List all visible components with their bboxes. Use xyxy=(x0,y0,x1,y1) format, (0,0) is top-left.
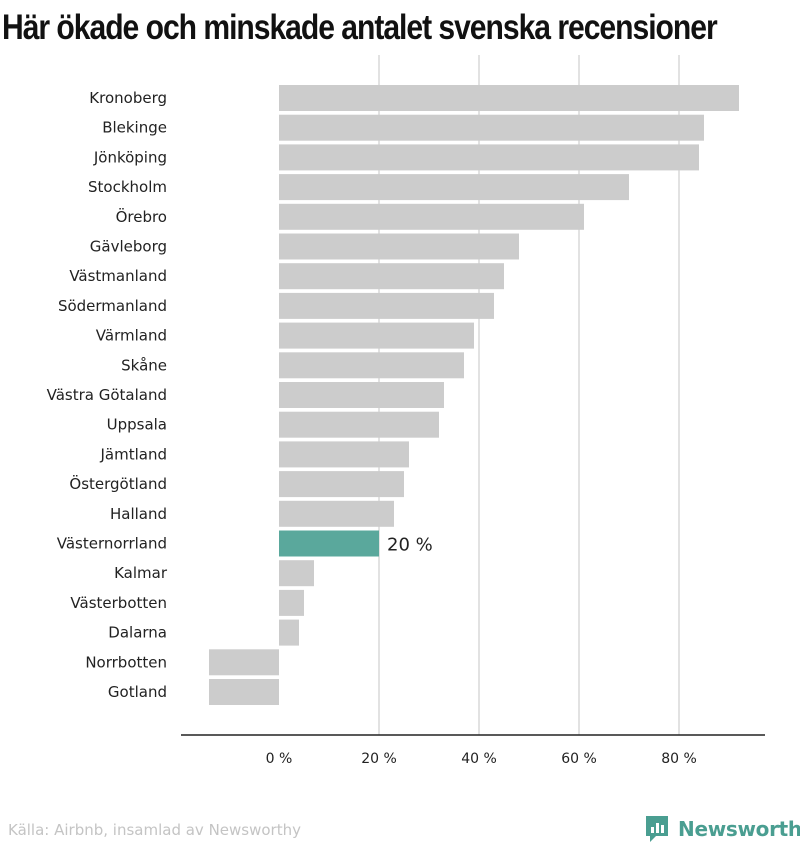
chart-title: Här ökade och minskade antalet svenska r… xyxy=(2,8,718,47)
bar-9 xyxy=(279,352,464,379)
source-note: Källa: Airbnb, insamlad av Newsworthy xyxy=(8,821,301,839)
category-label-8: Värmland xyxy=(96,327,167,345)
x-tick-label-0: 0 % xyxy=(266,751,293,767)
bar-7 xyxy=(279,292,494,319)
category-label-6: Västmanland xyxy=(69,267,167,285)
brand-logo: Newsworthy xyxy=(644,814,800,844)
bar-12 xyxy=(279,441,409,468)
bar-8 xyxy=(279,322,474,349)
category-label-4: Örebro xyxy=(116,207,167,226)
category-label-7: Södermanland xyxy=(58,297,167,315)
bar-14 xyxy=(279,500,394,527)
category-label-15: Västernorrland xyxy=(57,535,167,553)
bar-20 xyxy=(209,679,279,705)
category-label-18: Dalarna xyxy=(108,624,167,642)
x-tick-label-4: 80 % xyxy=(661,751,697,767)
bar-4 xyxy=(279,203,584,230)
category-label-14: Halland xyxy=(110,505,167,523)
x-tick-label-3: 60 % xyxy=(561,751,597,767)
category-label-19: Norrbotten xyxy=(85,653,167,671)
bar-16 xyxy=(279,560,314,587)
data-label-0: 20 % xyxy=(387,535,433,556)
category-label-12: Jämtland xyxy=(100,445,168,463)
bar-1 xyxy=(279,114,704,141)
category-label-9: Skåne xyxy=(121,356,167,374)
category-label-3: Stockholm xyxy=(88,178,167,196)
bar-chart: Kronoberg Blekinge Jönköping Stockholm Örebr… xyxy=(47,55,765,767)
newsworthy-logo-icon xyxy=(646,816,668,842)
x-axis: 0 % 20 % 40 % 60 % 80 % xyxy=(181,734,765,767)
category-label-10: Västra Götaland xyxy=(47,386,167,404)
bar-6 xyxy=(279,263,504,290)
category-label-16: Kalmar xyxy=(114,564,168,582)
bar-0 xyxy=(279,85,739,111)
bar-18 xyxy=(279,619,299,646)
data-labels: 20 % xyxy=(387,535,433,556)
category-label-17: Västerbotten xyxy=(70,594,167,612)
bar-19 xyxy=(209,649,279,676)
category-label-2: Jönköping xyxy=(93,148,167,166)
bar-10 xyxy=(279,382,444,408)
bar-11 xyxy=(279,411,439,438)
category-label-20: Gotland xyxy=(108,683,167,701)
bar-13 xyxy=(279,471,404,498)
category-label-1: Blekinge xyxy=(102,119,167,137)
category-label-0: Kronoberg xyxy=(89,89,167,107)
category-labels: Kronoberg Blekinge Jönköping Stockholm Örebr… xyxy=(47,89,168,701)
bar-2 xyxy=(279,144,699,171)
bar-3 xyxy=(279,174,629,201)
bars xyxy=(209,85,739,705)
brand-name: Newsworthy xyxy=(678,817,800,841)
category-label-11: Uppsala xyxy=(107,416,167,434)
bar-17 xyxy=(279,589,304,616)
x-tick-label-2: 40 % xyxy=(461,751,497,767)
category-label-5: Gävleborg xyxy=(90,238,167,256)
category-label-13: Östergötland xyxy=(69,474,167,493)
x-tick-label-1: 20 % xyxy=(361,751,397,767)
bar-5 xyxy=(279,233,519,260)
bar-15 xyxy=(279,530,379,557)
